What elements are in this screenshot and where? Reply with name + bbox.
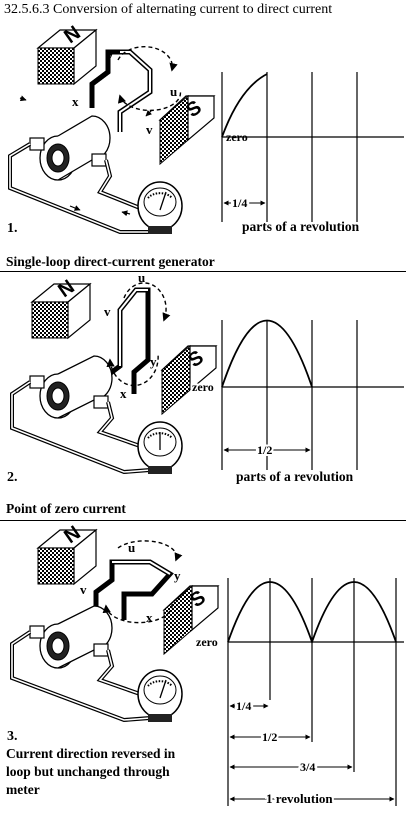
north-magnet: N	[36, 22, 98, 86]
brush	[29, 625, 45, 639]
zero-label: zero	[196, 635, 218, 649]
interval-label-three-quarters: 3/4	[300, 760, 315, 774]
loop-label-v: v	[146, 122, 153, 137]
brush	[29, 137, 45, 151]
panel-number-3: 3.	[7, 729, 18, 744]
current-graph-1: zero 1/4	[221, 72, 404, 222]
south-magnet: S	[158, 94, 216, 166]
current-curve	[221, 73, 268, 138]
panel-caption-3: Current direction reversed in loop but u…	[6, 745, 175, 799]
axis-caption-1: parts of a revolution	[242, 219, 360, 234]
interval-label-full: 1 revolution	[266, 791, 333, 806]
brush	[91, 153, 107, 167]
loop-label-u: u	[128, 540, 135, 555]
current-curve	[227, 581, 397, 645]
generator-illustration-2: N S u v y x	[10, 270, 218, 475]
panel-number-1: 1.	[7, 221, 18, 236]
loop-label-x: x	[72, 94, 79, 109]
loop-label-y: y	[150, 354, 157, 369]
loop-label-x: x	[146, 610, 153, 625]
loop-label-v: v	[80, 582, 87, 597]
zero-label: zero	[226, 130, 248, 144]
zero-label: zero	[192, 380, 214, 394]
loop-label-y: y	[108, 44, 115, 59]
interval-label-quarter: 1/4	[236, 699, 251, 713]
axis-caption-2: parts of a revolution	[236, 469, 354, 484]
panel-number-2: 2.	[7, 470, 18, 485]
caption-line: Current direction reversed in	[6, 746, 176, 761]
brush	[93, 643, 109, 657]
interval-label: 1/2	[257, 443, 272, 457]
panel-heading-2: Point of zero current	[6, 501, 126, 516]
divider	[0, 271, 406, 272]
current-curve	[221, 319, 313, 388]
interval-label-half: 1/2	[262, 730, 277, 744]
caption-line: meter	[6, 782, 40, 797]
loop-label-u: u	[170, 84, 177, 99]
generator-illustration-3: N S u y v x	[10, 522, 220, 723]
loop-label-x: x	[120, 386, 127, 401]
current-graph-3: zero 1/4 1/2 3/4 1 revolution	[194, 578, 404, 808]
interval-label: 1/4	[232, 196, 247, 210]
divider	[0, 520, 406, 521]
current-meter	[137, 669, 183, 722]
brush	[29, 375, 45, 389]
armature-loop	[93, 559, 174, 620]
current-meter	[137, 181, 183, 234]
loop-label-u: u	[138, 270, 145, 285]
page-title: 32.5.6.3 Conversion of alternating curre…	[4, 2, 333, 17]
brush	[93, 395, 109, 409]
caption-line: loop but unchanged through	[6, 764, 170, 779]
loop-label-y: y	[174, 568, 181, 583]
generator-illustration-1: N S	[8, 22, 216, 234]
current-graph-2: zero 1/2	[190, 319, 404, 470]
panel-heading-1: Single-loop direct-current generator	[6, 254, 215, 269]
current-meter	[137, 421, 183, 474]
loop-label-v: v	[104, 304, 111, 319]
